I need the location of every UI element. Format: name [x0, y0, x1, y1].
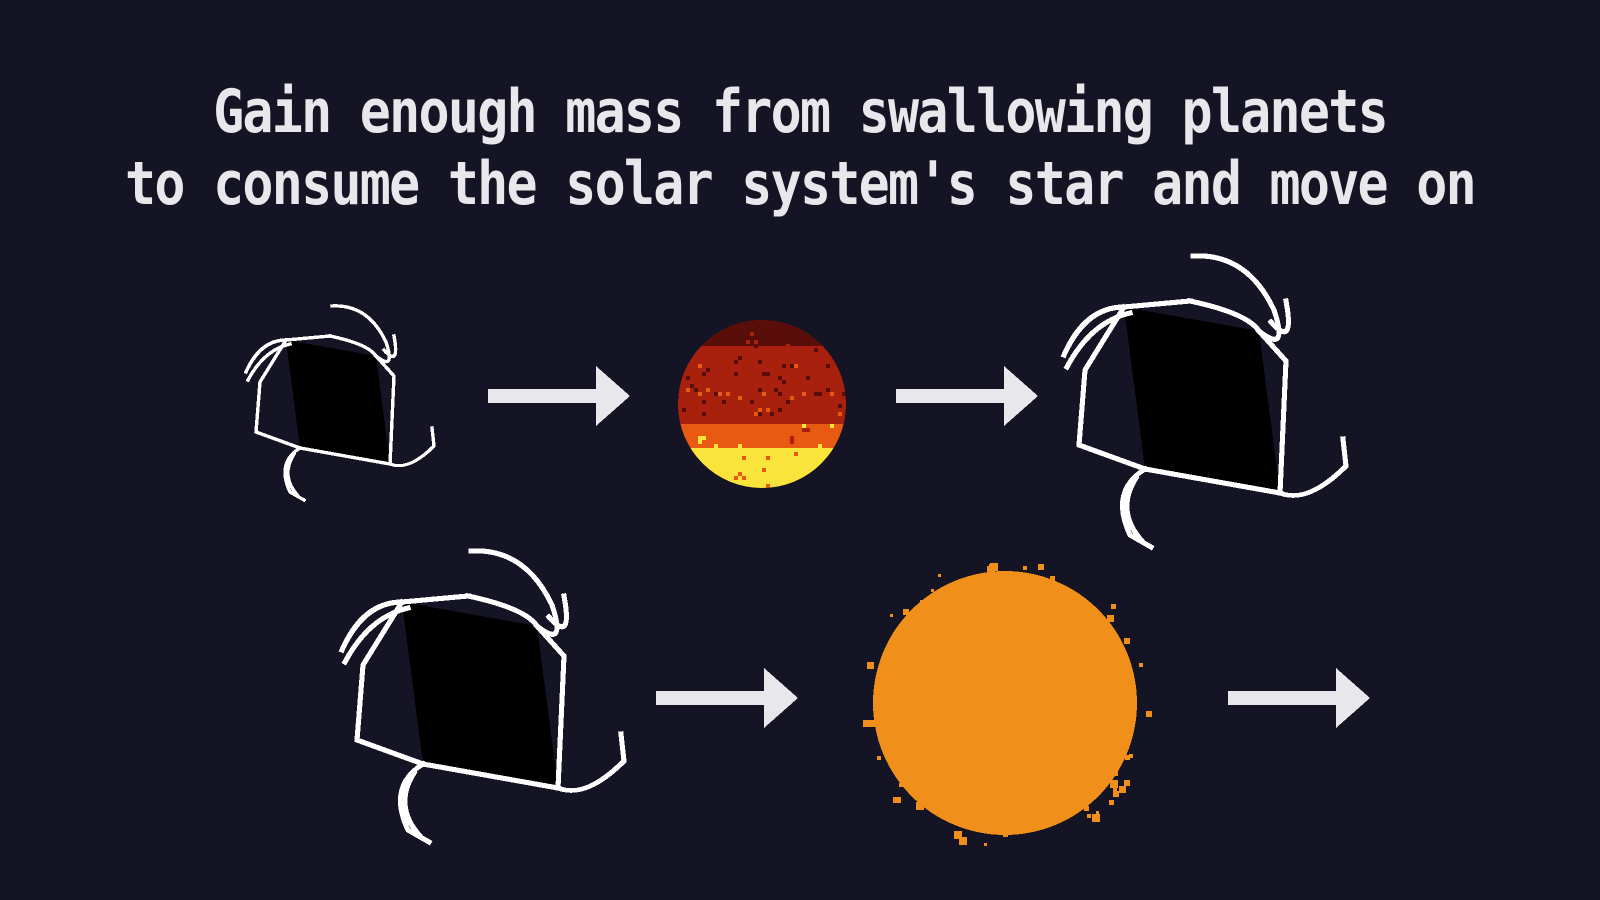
arrow-right-icon [656, 668, 798, 728]
arrow-right-icon [488, 366, 630, 426]
instruction-line-2: to consume the solar system's star and m… [125, 149, 1477, 219]
molten-planet-icon [678, 320, 846, 488]
small-black-hole-icon [243, 304, 436, 503]
star-icon [863, 563, 1152, 846]
arrow-right-icon [896, 366, 1038, 426]
large-black-hole-icon [338, 548, 627, 846]
arrow-right-icon [1228, 668, 1370, 728]
large-black-hole-icon [1060, 253, 1349, 551]
instruction-line-1: Gain enough mass from swallowing planets [213, 77, 1389, 147]
